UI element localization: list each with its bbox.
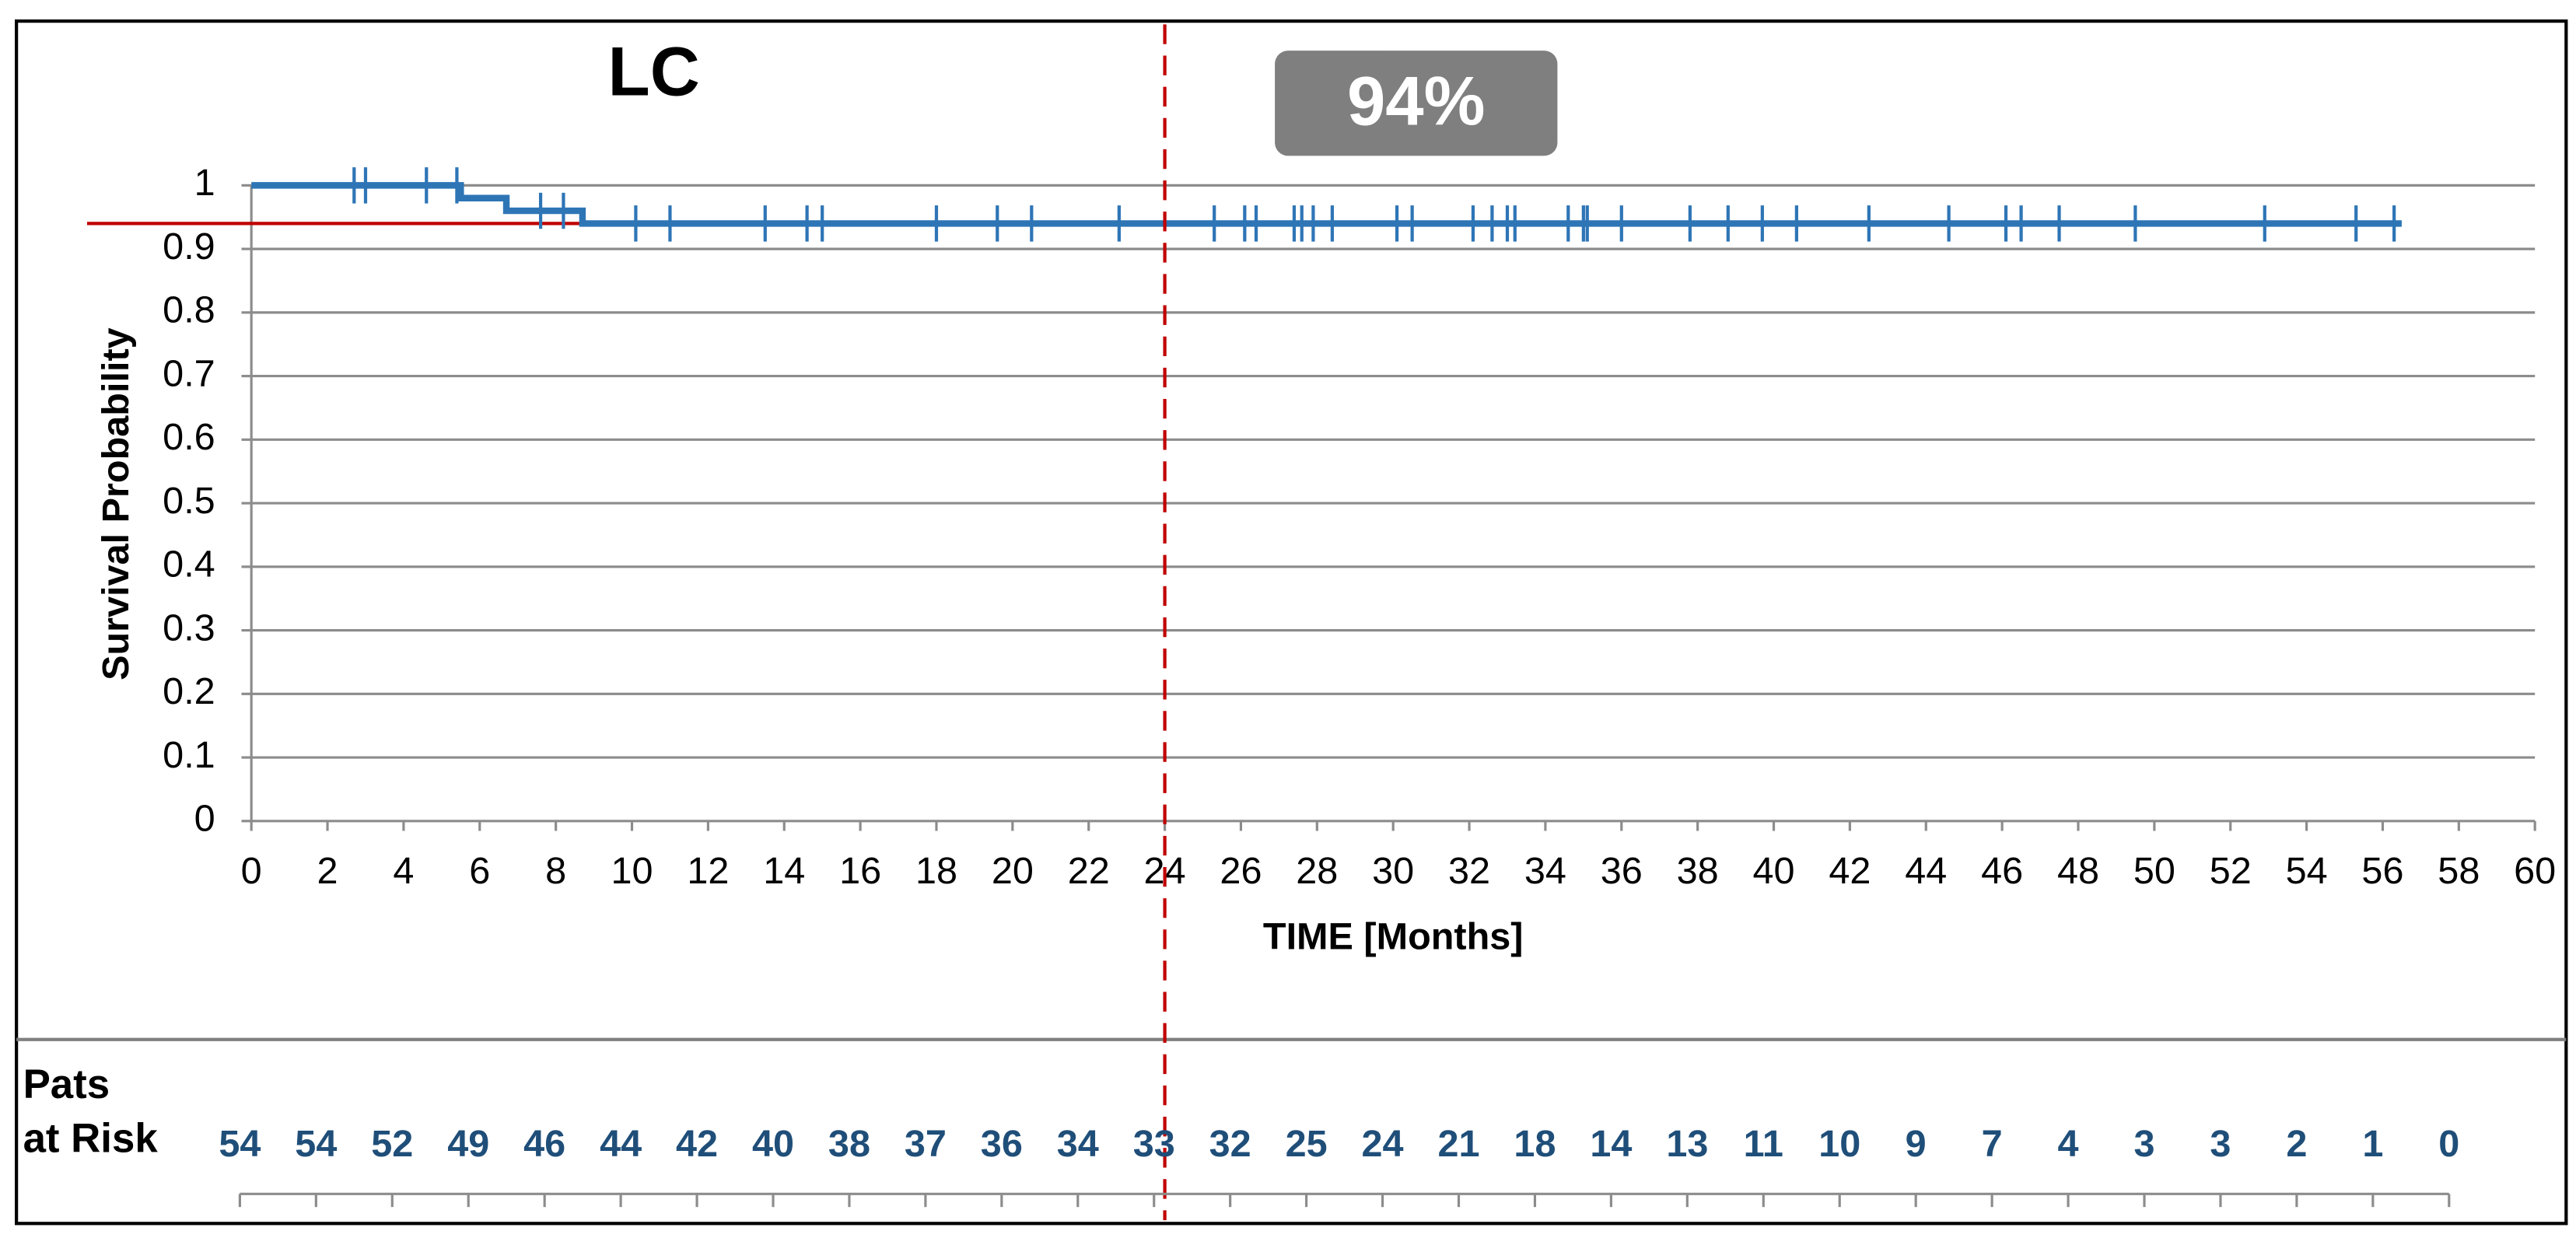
y-tick-label: 0.5 bbox=[163, 480, 215, 522]
survival-curve bbox=[251, 182, 2402, 227]
x-tick-label: 28 bbox=[1296, 850, 1338, 892]
x-tick-label: 46 bbox=[1981, 850, 2023, 892]
risk-count: 11 bbox=[1744, 1123, 1783, 1165]
y-tick-label: 0.3 bbox=[163, 607, 215, 649]
risk-count: 9 bbox=[1906, 1123, 1927, 1165]
x-tick-label: 4 bbox=[393, 850, 414, 892]
x-tick-label: 54 bbox=[2286, 850, 2328, 892]
risk-count: 7 bbox=[1982, 1123, 2003, 1165]
risk-count: 54 bbox=[219, 1123, 261, 1165]
x-tick-label: 32 bbox=[1448, 850, 1490, 892]
x-tick-label: 60 bbox=[2514, 850, 2556, 892]
y-tick-label: 0.9 bbox=[163, 226, 215, 268]
risk-count: 38 bbox=[828, 1123, 870, 1165]
x-tick-label: 0 bbox=[241, 850, 262, 892]
y-axis-label: Survival Probability bbox=[95, 327, 137, 680]
risk-count: 14 bbox=[1590, 1123, 1632, 1165]
x-tick-label: 8 bbox=[545, 850, 566, 892]
y-tick-label: 0 bbox=[194, 798, 215, 840]
x-tick-label: 12 bbox=[687, 850, 729, 892]
risk-count: 54 bbox=[295, 1123, 337, 1165]
x-tick-label: 6 bbox=[469, 850, 490, 892]
x-tick-label: 52 bbox=[2210, 850, 2252, 892]
x-tick-label: 22 bbox=[1068, 850, 1110, 892]
risk-count: 13 bbox=[1666, 1123, 1708, 1165]
risk-count: 24 bbox=[1362, 1123, 1404, 1165]
x-tick-label: 34 bbox=[1524, 850, 1566, 892]
risk-count: 42 bbox=[676, 1123, 718, 1165]
risk-count: 46 bbox=[523, 1123, 565, 1165]
x-tick-label: 18 bbox=[915, 850, 957, 892]
annotation-box bbox=[1275, 51, 1558, 156]
risk-count: 36 bbox=[981, 1123, 1023, 1165]
risk-count: 52 bbox=[371, 1123, 413, 1165]
x-tick-label: 38 bbox=[1677, 850, 1719, 892]
y-tick-label: 0.8 bbox=[163, 289, 215, 331]
risk-count: 25 bbox=[1286, 1123, 1328, 1165]
y-tick-label: 0.4 bbox=[163, 544, 215, 586]
x-tick-label: 50 bbox=[2133, 850, 2175, 892]
x-axis-label: TIME [Months] bbox=[1263, 916, 1524, 958]
x-tick-label: 30 bbox=[1372, 850, 1414, 892]
x-tick-label: 2 bbox=[317, 850, 338, 892]
x-tick-label: 26 bbox=[1220, 850, 1262, 892]
risk-count: 44 bbox=[600, 1123, 642, 1165]
x-tick-label: 42 bbox=[1829, 850, 1871, 892]
risk-count: 40 bbox=[752, 1123, 794, 1165]
risk-count: 1 bbox=[2362, 1123, 2383, 1165]
risk-title: Pats bbox=[23, 1061, 110, 1107]
risk-count: 21 bbox=[1437, 1123, 1479, 1165]
y-tick-label: 1 bbox=[194, 162, 215, 204]
x-tick-label: 14 bbox=[763, 850, 805, 892]
x-tick-label: 40 bbox=[1752, 850, 1794, 892]
y-tick-label: 0.6 bbox=[163, 416, 215, 458]
risk-count: 2 bbox=[2286, 1123, 2307, 1165]
y-tick-label: 0.1 bbox=[163, 734, 215, 776]
risk-count: 37 bbox=[905, 1123, 947, 1165]
y-tick-label: 0.7 bbox=[163, 352, 215, 394]
risk-count: 32 bbox=[1209, 1123, 1251, 1165]
x-tick-label: 10 bbox=[611, 850, 653, 892]
y-tick-label: 0.2 bbox=[163, 670, 215, 712]
x-tick-label: 36 bbox=[1601, 850, 1643, 892]
x-tick-label: 16 bbox=[839, 850, 881, 892]
risk-count: 0 bbox=[2438, 1123, 2459, 1165]
risk-title: at Risk bbox=[23, 1116, 159, 1162]
chart-title: LC bbox=[608, 33, 700, 110]
x-tick-label: 20 bbox=[992, 850, 1034, 892]
risk-count: 18 bbox=[1514, 1123, 1556, 1165]
risk-count: 34 bbox=[1057, 1123, 1099, 1165]
risk-count: 49 bbox=[447, 1123, 489, 1165]
annotation: 94% bbox=[1347, 62, 1486, 139]
x-tick-label: 48 bbox=[2057, 850, 2099, 892]
risk-count: 33 bbox=[1133, 1123, 1175, 1165]
risk-count: 10 bbox=[1818, 1123, 1860, 1165]
x-tick-label: 44 bbox=[1905, 850, 1947, 892]
risk-count: 3 bbox=[2210, 1123, 2231, 1165]
risk-count: 4 bbox=[2058, 1123, 2079, 1165]
x-tick-label: 58 bbox=[2438, 850, 2480, 892]
x-tick-label: 56 bbox=[2361, 850, 2403, 892]
frame bbox=[15, 19, 2568, 1226]
risk-count: 3 bbox=[2133, 1123, 2154, 1165]
